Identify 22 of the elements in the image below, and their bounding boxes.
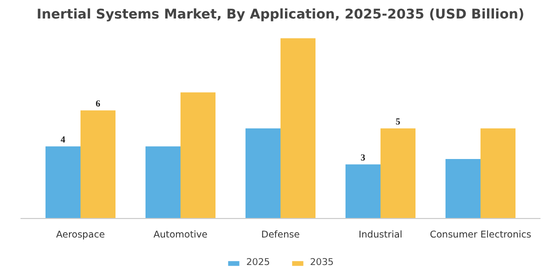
chart-title: Inertial Systems Market, By Application, 2025-2035 (USD Billion) [36,8,524,22]
data-label: 4 [60,135,66,146]
bar [380,128,416,218]
bar [46,146,80,218]
bar [80,110,116,218]
bar [246,128,280,218]
x-tick-label: Aerospace [56,229,106,240]
bar [280,38,316,218]
bar [146,146,180,218]
data-label: 6 [96,99,101,110]
bar [346,164,380,218]
x-tick-label: Defense [261,229,300,240]
data-label: 3 [360,153,366,164]
data-label: 5 [396,117,401,128]
bar [180,92,216,218]
legend-label: 2025 [246,257,270,268]
bar [446,159,480,218]
legend-label: 2035 [310,257,334,268]
x-tick-label: Consumer Electronics [430,229,532,240]
bar [480,128,516,218]
x-tick-label: Automotive [154,229,208,240]
x-tick-label: Industrial [358,229,402,240]
